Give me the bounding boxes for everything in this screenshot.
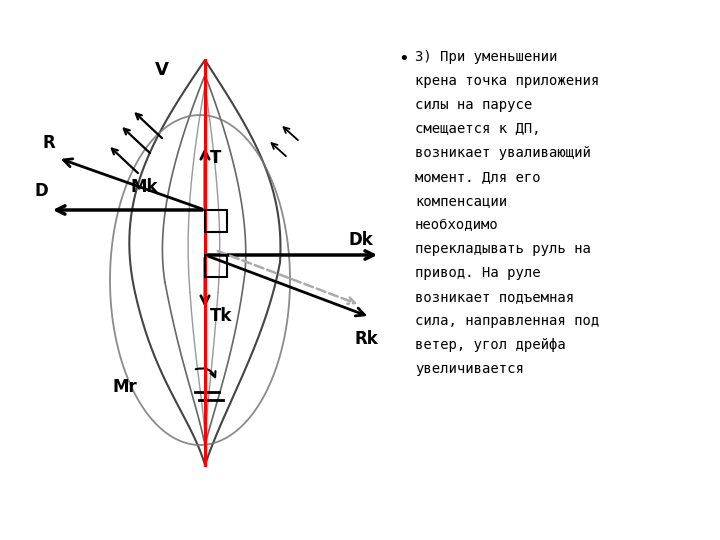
Text: R: R <box>42 134 55 152</box>
Text: сила, направленная под: сила, направленная под <box>415 314 599 328</box>
Text: необходимо: необходимо <box>415 218 499 232</box>
Bar <box>205 255 227 277</box>
Text: возникает подъемная: возникает подъемная <box>415 290 574 304</box>
Text: V: V <box>155 61 169 79</box>
Text: •: • <box>398 50 409 68</box>
Text: крена точка приложения: крена точка приложения <box>415 74 599 88</box>
Text: Dk: Dk <box>348 231 373 249</box>
Text: момент. Для его: момент. Для его <box>415 170 541 184</box>
Text: возникает уваливающий: возникает уваливающий <box>415 146 591 160</box>
Text: Mk: Mk <box>130 178 158 196</box>
Text: перекладывать руль на: перекладывать руль на <box>415 242 591 256</box>
Bar <box>205 210 227 232</box>
Text: T: T <box>210 149 221 167</box>
Text: компенсации: компенсации <box>415 194 507 208</box>
Text: силы на парусе: силы на парусе <box>415 98 532 112</box>
Text: Mr: Mr <box>112 378 137 396</box>
Text: увеличивается: увеличивается <box>415 362 524 376</box>
Text: 3) При уменьшении: 3) При уменьшении <box>415 50 557 64</box>
Text: ветер, угол дрейфа: ветер, угол дрейфа <box>415 338 566 352</box>
Text: привод. На руле: привод. На руле <box>415 266 541 280</box>
Text: Rk: Rk <box>355 330 379 348</box>
Text: смещается к ДП,: смещается к ДП, <box>415 122 541 136</box>
Text: Tk: Tk <box>210 307 233 325</box>
Text: D: D <box>35 182 49 200</box>
